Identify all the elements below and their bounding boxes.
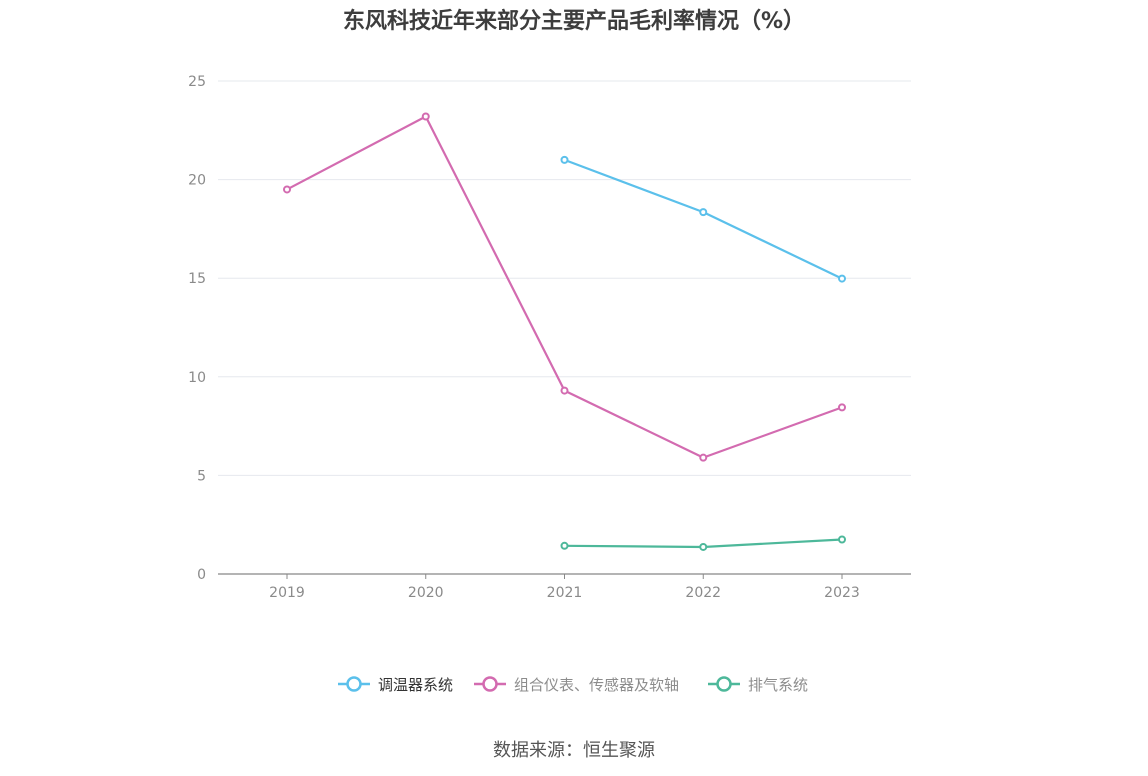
series-line-1 — [286, 115, 843, 459]
data-point — [560, 155, 569, 164]
legend-marker — [346, 676, 362, 692]
x-tick-label: 2019 — [269, 585, 305, 601]
legend-item-0[interactable]: 调温器系统 — [338, 676, 453, 694]
chart-title: 东风科技近年来部分主要产品毛利率情况（%） — [342, 9, 806, 34]
data-point — [699, 542, 708, 551]
y-tick-label: 5 — [197, 468, 206, 484]
x-tick-label: 2022 — [685, 585, 721, 601]
data-source-note: 数据来源：恒生聚源 — [493, 740, 655, 761]
legend-label: 组合仪表、传感器及软轴 — [514, 676, 679, 694]
y-tick-label: 10 — [188, 370, 206, 386]
grid-lines — [218, 80, 911, 476]
legend-item-2[interactable]: 排气系统 — [708, 676, 808, 694]
y-tick-label: 25 — [188, 74, 206, 90]
data-point — [421, 112, 430, 121]
y-tick-label: 0 — [197, 567, 206, 583]
data-point — [283, 185, 291, 194]
data-point — [838, 403, 846, 412]
data-point — [838, 535, 846, 544]
x-tick-label: 2020 — [408, 585, 444, 601]
y-tick-label: 20 — [188, 173, 206, 189]
series-lines — [283, 112, 846, 551]
data-point — [560, 386, 569, 395]
y-tick-label: 15 — [188, 271, 206, 287]
data-point — [699, 208, 708, 217]
data-point — [838, 274, 846, 283]
data-point — [560, 541, 569, 550]
legend-label: 调温器系统 — [378, 676, 453, 694]
x-tick-label: 2023 — [824, 585, 860, 601]
y-axis-ticks: 0 5 10 15 20 25 — [188, 74, 206, 583]
legend-marker — [716, 676, 732, 692]
data-point — [699, 453, 708, 462]
series-line-0 — [564, 158, 843, 280]
x-tick-label: 2021 — [547, 585, 583, 601]
legend-marker — [482, 676, 498, 692]
legend: 调温器系统 组合仪表、传感器及软轴 排气系统 — [338, 676, 808, 694]
x-axis: 2019 2020 2021 2022 2023 — [218, 573, 911, 601]
legend-item-1[interactable]: 组合仪表、传感器及软轴 — [474, 676, 679, 694]
legend-label: 排气系统 — [748, 676, 808, 694]
